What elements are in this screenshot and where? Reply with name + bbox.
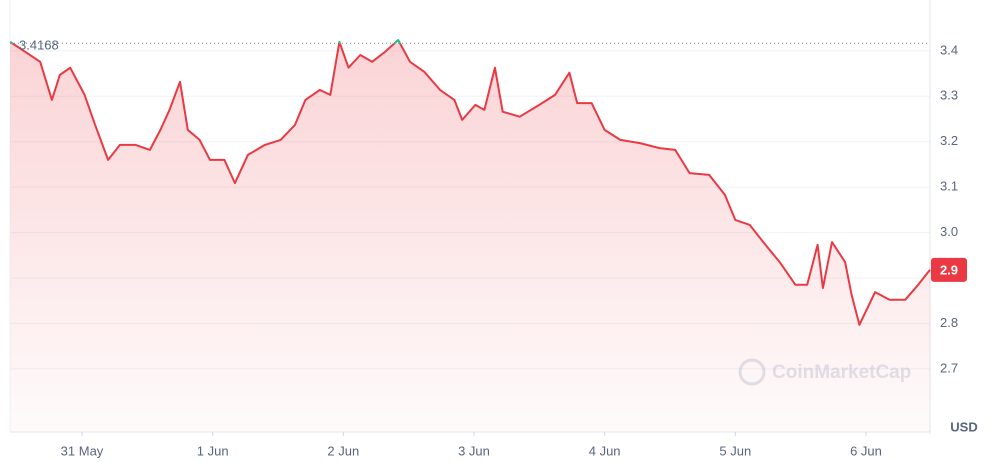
watermark-text: CoinMarketCap [772,362,911,383]
x-tick-label: 3 Jun [458,443,490,458]
y-tick-label: 2.8 [940,315,958,330]
reference-label: 3.4168 [19,38,59,53]
x-tick-label: 6 Jun [850,443,882,458]
y-tick-label: 3.0 [940,224,958,239]
current-price-label: 2.9 [940,262,958,277]
y-tick-label: 3.4 [940,42,958,57]
y-tick-label: 2.7 [940,360,958,375]
y-tick-label: 3.1 [940,179,958,194]
x-tick-label: 5 Jun [719,443,751,458]
price-line [10,43,931,326]
watermark-logo [738,358,766,386]
x-tick-label: 31 May [61,443,104,458]
y-unit: USD [950,419,977,434]
watermark: CoinMarketCap [738,358,911,386]
current-price-badge [931,257,967,282]
area-fill [10,43,930,432]
y-tick-label: 3.3 [940,88,958,103]
x-tick-label: 1 Jun [197,443,229,458]
y-tick-label: 3.2 [940,133,958,148]
x-tick-label: 4 Jun [589,443,621,458]
x-tick-label: 2 Jun [327,443,359,458]
